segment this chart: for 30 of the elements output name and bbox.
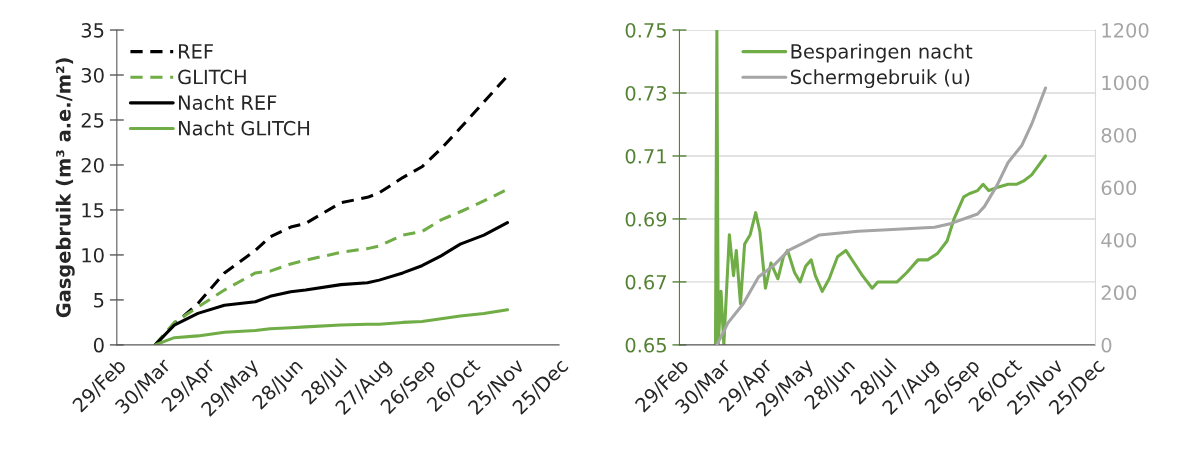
line-series <box>715 86 1048 345</box>
legend-label: GLITCH <box>178 69 246 85</box>
y2-tick-label: 600 <box>1101 180 1137 196</box>
y2-tick-label: 1200 <box>1102 22 1149 38</box>
y-axis-title: Gasgebruik (m³ a.e./m²) <box>55 58 75 318</box>
y-tick-label: 20 <box>81 157 104 173</box>
y-tick-label: 30 <box>81 67 104 83</box>
y2-tick-label: 1000 <box>1102 75 1149 91</box>
line-series <box>713 30 1048 345</box>
legend-label: REF <box>179 44 213 59</box>
legend-label: Nacht REF <box>179 94 277 110</box>
y-tick-label: 25 <box>81 112 104 128</box>
y2-tick-label: 0 <box>1101 337 1112 353</box>
y-tick-label: 0.75 <box>625 22 666 38</box>
legend-label: Schermgebruik (u) <box>790 69 970 89</box>
y-tick-label: 0.69 <box>625 211 667 227</box>
y2-tick-label: 800 <box>1101 127 1137 143</box>
y2-tick-label: 200 <box>1101 285 1137 301</box>
y-tick-label: 0.67 <box>625 274 666 290</box>
y-tick-label: 0.73 <box>625 85 667 101</box>
y-tick-label: 15 <box>82 203 104 218</box>
y-tick-label: 0.71 <box>625 148 666 164</box>
y-tick-label: 0.65 <box>625 337 666 353</box>
y2-tick-label: 400 <box>1101 232 1137 248</box>
legend-label: Besparingen nacht <box>791 43 973 63</box>
y-tick-label: 5 <box>94 293 104 308</box>
y-tick-label: 10 <box>82 247 104 263</box>
y-tick-label: 35 <box>81 22 104 38</box>
legend-label: Nacht GLITCH <box>179 120 310 136</box>
y-tick-label: 0 <box>93 337 104 353</box>
